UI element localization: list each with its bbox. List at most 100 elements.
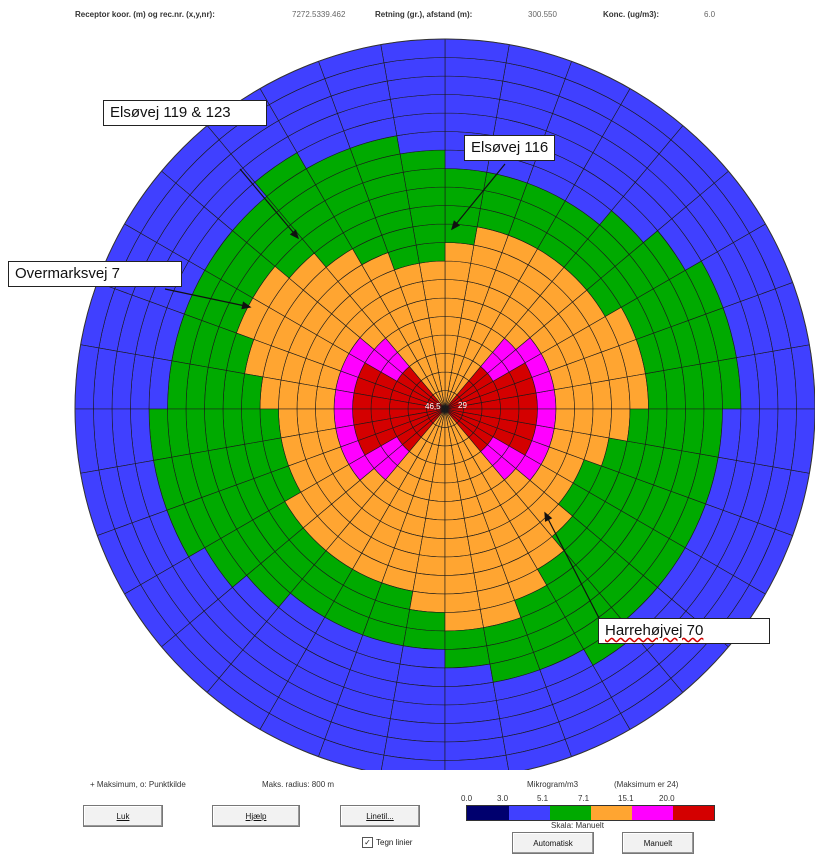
rose-cell (608, 376, 631, 410)
arrow-elsovej-119 (239, 168, 299, 240)
rose-cell (444, 260, 472, 282)
rose-cell (590, 408, 612, 439)
auto-scale-label: Automatisk (533, 838, 573, 848)
rose-cell (402, 168, 446, 191)
legend-swatch[interactable] (673, 806, 714, 820)
rose-cell (444, 242, 475, 264)
legend-swatch[interactable] (509, 806, 550, 820)
legend-tick-label: 20.0 (659, 794, 675, 803)
rose-cell (444, 590, 481, 613)
rose-cell (352, 392, 373, 410)
rose-cell (553, 386, 575, 410)
rose-cell (444, 536, 472, 558)
rose-cell (626, 408, 649, 445)
rose-cell (415, 554, 446, 576)
legend-swatch[interactable] (550, 806, 591, 820)
rose-cell (444, 645, 491, 669)
rose-cell (444, 517, 468, 539)
rose-cell (681, 363, 705, 410)
concentration-rose[interactable]: 46,5 29 (0, 24, 815, 770)
rose-cell (444, 754, 509, 770)
legend-tick-label: 15.1 (618, 794, 634, 803)
rose-cell (185, 408, 209, 455)
arrow-elsovej-116 (451, 163, 506, 231)
max-radius: Maks. radius: 800 m (262, 780, 335, 789)
rose-cell (406, 609, 446, 632)
rose-center-labels: 46,5 29 (425, 401, 467, 411)
rose-cell (412, 223, 446, 246)
rose-cell (645, 408, 668, 448)
center-label-right: 29 (458, 401, 467, 410)
maximum-note: + Maksimum, o: Punktkilde (90, 780, 186, 789)
rose-cell (409, 205, 446, 228)
lines-button[interactable]: Linetil... (340, 805, 420, 827)
lines-button-label: Linetil... (366, 811, 394, 821)
rose-cell (444, 572, 478, 595)
rose-cell (608, 408, 631, 442)
rose-cell (444, 627, 488, 650)
close-button[interactable]: Luk (83, 805, 163, 827)
rose-cell (399, 645, 446, 669)
rose-cell (422, 517, 446, 539)
help-button[interactable]: Hjælp (212, 805, 300, 827)
rose-cell (222, 370, 245, 410)
color-legend[interactable] (466, 805, 715, 821)
rose-cell (444, 297, 465, 319)
rose-cell (681, 408, 705, 455)
rose-cell (204, 408, 227, 452)
rose-cell (381, 754, 446, 770)
bottom-panel: + Maksimum, o: Punktkilde Maks. radius: … (0, 770, 815, 855)
rose-cell (444, 223, 478, 246)
help-button-label: Hjælp (245, 811, 267, 821)
legend-swatch[interactable] (632, 806, 673, 820)
rose-cell (409, 590, 446, 613)
rose-cell (663, 366, 686, 410)
direction-label: Retning (gr.), afstand (m): (375, 10, 473, 19)
rose-cell (399, 149, 446, 173)
rose-cell (535, 408, 557, 429)
rose-cells (74, 38, 815, 770)
arrow-harrehojvej-70 (544, 511, 601, 621)
scale-label: Skala: Manuelt (551, 821, 604, 830)
rose-cell (241, 373, 264, 410)
legend-swatch[interactable] (591, 806, 632, 820)
rose-cell (402, 627, 446, 650)
concentration-label: Konc. (ug/m3): (603, 10, 659, 19)
direction-value: 300.550 (528, 10, 557, 19)
rose-cell (204, 366, 227, 410)
rose-cell (259, 376, 282, 410)
rose-cell (418, 260, 446, 282)
auto-scale-button[interactable]: Automatisk (512, 832, 594, 854)
callout-harrehojvej-70: Harrehøjvej 70 (598, 618, 770, 644)
rose-cell (241, 408, 264, 445)
callout-arrows (164, 163, 601, 621)
rose-cell (296, 382, 318, 410)
receptor-label: Receptor koor. (m) og rec.nr. (x,y,nr): (75, 10, 215, 19)
rose-cell (444, 609, 484, 632)
legend-tick-label: 3.0 (497, 794, 509, 803)
rose-cell (444, 316, 462, 337)
info-bar: Receptor koor. (m) og rec.nr. (x,y,nr): … (0, 0, 815, 24)
manual-scale-button[interactable]: Manuelt (622, 832, 694, 854)
rose-cell (415, 242, 446, 264)
rose-cell (590, 379, 612, 410)
max-note: (Maksimum er 24) (614, 780, 679, 789)
rose-cell (422, 279, 446, 301)
rose-cell (553, 408, 575, 432)
legend-tick-label: 5.1 (537, 794, 549, 803)
callout-overmarksvej-7: Overmarksvej 7 (8, 261, 182, 287)
rose-cell (315, 386, 337, 410)
legend-swatch[interactable] (467, 806, 509, 820)
rose-cell (645, 370, 668, 410)
rose-cell (259, 408, 282, 442)
rose-cell (278, 408, 300, 439)
close-button-label: Luk (116, 811, 130, 821)
draw-lines-checkbox[interactable]: ✓ (362, 837, 373, 848)
rose-cell (663, 408, 686, 452)
callout-elsovej-119: Elsøvej 119 & 123 (103, 100, 267, 126)
harrehojvej-text: Harrehøjvej 70 (605, 622, 704, 639)
center-label-left: 46,5 (425, 402, 441, 411)
rose-cell (444, 168, 488, 191)
rose-cell (428, 481, 446, 502)
rose-cell (222, 408, 245, 448)
